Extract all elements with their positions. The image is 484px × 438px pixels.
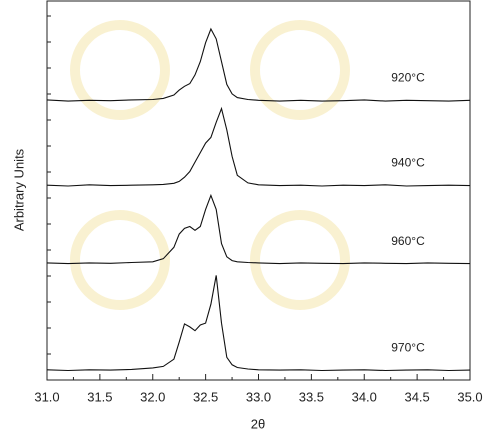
series-label: 970°C — [391, 340, 425, 354]
x-tick-label: 32.0 — [140, 389, 165, 404]
series-line — [46, 27, 471, 102]
x-tick-label: 34.5 — [404, 389, 429, 404]
series-label: 940°C — [391, 156, 425, 170]
x-tick-label: 32.5 — [193, 389, 218, 404]
y-axis-label: Arbitrary Units — [11, 148, 26, 231]
series-line — [46, 275, 471, 372]
series-label: 960°C — [391, 234, 425, 248]
x-tick-label: 34.0 — [352, 389, 377, 404]
series-line — [46, 193, 471, 265]
x-tick-label: 31.0 — [34, 389, 59, 404]
x-tick-label: 33.0 — [246, 389, 271, 404]
x-tick-label: 35.0 — [457, 389, 482, 404]
x-tick-label: 33.5 — [299, 389, 324, 404]
x-axis-label: 2θ — [251, 416, 265, 431]
series-line — [46, 106, 471, 187]
x-tick-label: 31.5 — [87, 389, 112, 404]
watermark — [70, 20, 350, 310]
series-label: 920°C — [391, 70, 425, 84]
